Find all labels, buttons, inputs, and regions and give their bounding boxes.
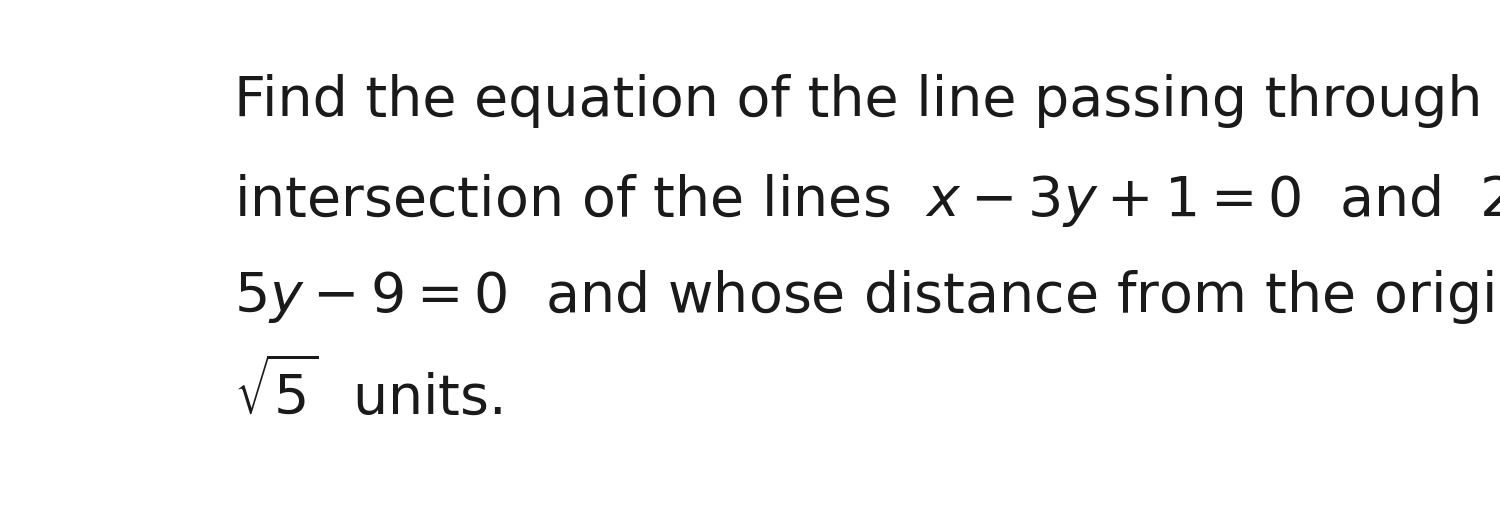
Text: $\sqrt{5}\ \ \mathrm{units.}$: $\sqrt{5}\ \ \mathrm{units.}$: [234, 360, 503, 426]
Text: $\mathrm{intersection\ of\ the\ lines}\ \ x-3y+1=0\ \ \mathrm{and}\ \ 2x+$: $\mathrm{intersection\ of\ the\ lines}\ …: [234, 172, 1500, 229]
Text: Find the equation of the line passing through the: Find the equation of the line passing th…: [234, 74, 1500, 129]
Text: $5y-9=0\ \ \mathrm{and\ whose\ distance\ from\ the\ origin\ is}$: $5y-9=0\ \ \mathrm{and\ whose\ distance\…: [234, 268, 1500, 326]
